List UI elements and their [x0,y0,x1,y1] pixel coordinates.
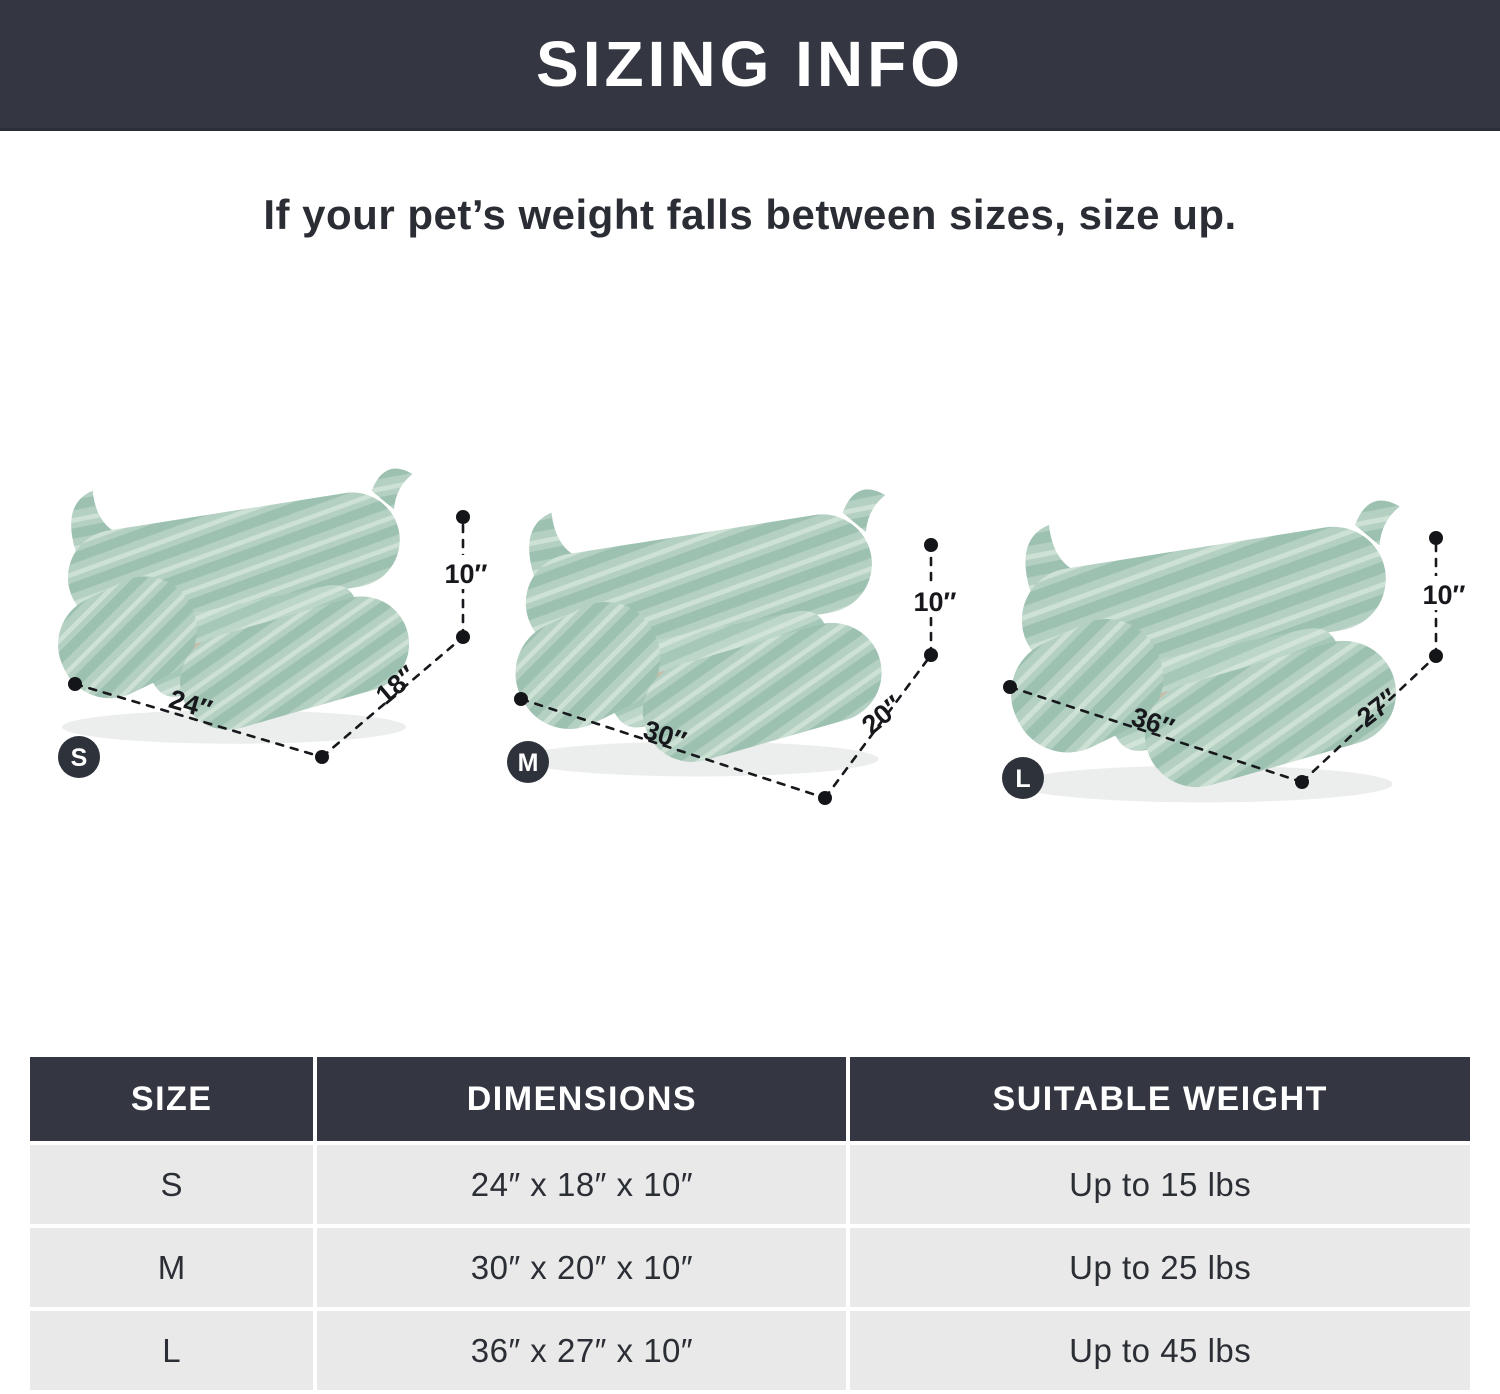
bed-large-illustration [992,500,1409,803]
size-badge-large [1002,757,1044,799]
bed-medium-illustration [497,489,894,777]
table-cell-dimensions-m: 30″ x 20″ x 10″ [317,1228,847,1307]
sizing-table: SIZE DIMENSIONS SUITABLE WEIGHT S 24″ x … [30,1057,1470,1390]
height-dimension-label: 10″ [1423,580,1466,610]
bed-small-group: 24″ 18″ 10″ S [41,468,492,778]
label-mask [909,583,961,617]
dimension-endpoint-dot [1003,680,1017,694]
dimension-endpoint-dot [1429,531,1443,545]
dimension-endpoint-dot [818,791,832,805]
table-cell-size-l: L [30,1311,314,1390]
size-badge-small [58,736,100,778]
sizing-advice-text: If your pet’s weight falls between sizes… [263,191,1237,238]
table-cell-weight-s: Up to 15 lbs [850,1145,1470,1224]
dimension-endpoint-dot [924,538,938,552]
bed-size-illustrations: 24″ 18″ 10″ S 30″ 20″ 10″ M [41,468,1469,805]
dimension-endpoint-dot [1295,775,1309,789]
dimension-lines-medium [519,543,933,800]
table-cell-dimensions-s: 24″ x 18″ x 10″ [317,1145,847,1224]
dimension-endpoint-dot [456,630,470,644]
size-badge-letter: S [71,744,88,772]
dimension-endpoint-dot [315,750,329,764]
dimension-endpoint-dot [456,510,470,524]
dimension-endpoint-dot [514,692,528,706]
bed-medium-group: 30″ 20″ 10″ M [497,489,961,805]
column-header-suitable-weight: SUITABLE WEIGHT [850,1057,1470,1141]
size-badge-letter: L [1015,765,1030,793]
bed-small-illustration [41,468,421,744]
bed-large-group: 36″ 27″ 10″ L [992,500,1469,803]
height-dimension-label: 10″ [914,587,957,617]
column-header-size: SIZE [30,1057,314,1141]
table-cell-weight-m: Up to 25 lbs [850,1228,1470,1307]
label-mask [1417,576,1469,610]
height-dimension-label: 10″ [445,559,488,589]
table-cell-weight-l: Up to 45 lbs [850,1311,1470,1390]
page-title: SIZING INFO [536,28,964,100]
table-cell-size-m: M [30,1228,314,1307]
column-header-dimensions: DIMENSIONS [317,1057,847,1141]
dimension-endpoint-dot [924,648,938,662]
label-mask [440,555,492,589]
size-badge-medium [507,741,549,783]
size-badge-letter: M [518,749,539,777]
title-banner: SIZING INFO [0,0,1500,131]
dimension-endpoint-dot [68,677,82,691]
table-cell-size-s: S [30,1145,314,1224]
table-cell-dimensions-l: 36″ x 27″ x 10″ [317,1311,847,1390]
dimension-endpoint-dot [1429,649,1443,663]
